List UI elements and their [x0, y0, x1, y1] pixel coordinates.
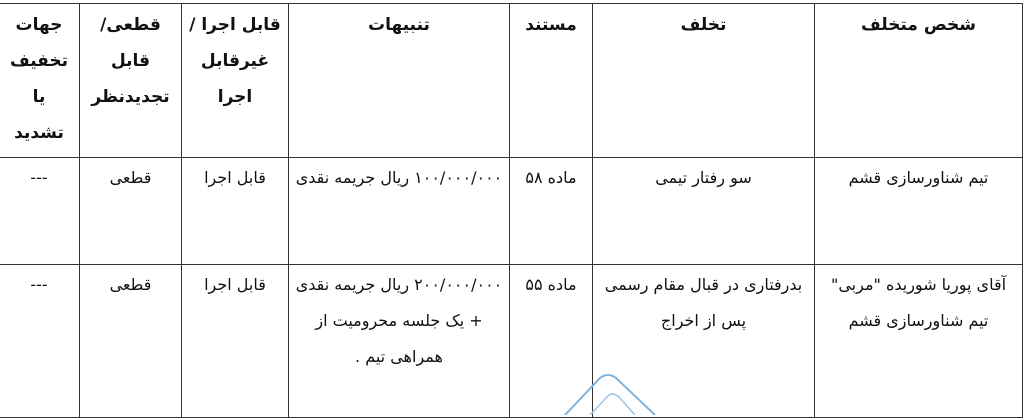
header-penalties: تنبیهات	[288, 3, 510, 158]
cell-penalties: ۱۰۰/۰۰۰/۰۰۰ ریال جریمه نقدی	[288, 157, 510, 265]
cell-violation: بدرفتاری در قبال مقام رسمی پس از اخراج	[592, 264, 815, 418]
header-enforceable: قابل اجرا /غیرقابل اجرا	[181, 3, 289, 158]
header-final: قطعی/قابل تجدیدنظر	[79, 3, 182, 158]
cell-mitigation: ---	[0, 264, 80, 418]
cell-enforceable: قابل اجرا	[181, 264, 289, 418]
cell-offender: تیم شناورسازی قشم	[814, 157, 1023, 265]
penalties-table: شخص متخلف تخلف مستند تنبیهات قابل اجرا /…	[0, 3, 1023, 418]
cell-reference: ماده ۵۸	[509, 157, 593, 265]
header-offender: شخص متخلف	[814, 3, 1023, 158]
cell-reference: ماده ۵۵	[509, 264, 593, 418]
cell-mitigation: ---	[0, 157, 80, 265]
cell-final: قطعی	[79, 157, 182, 265]
cell-penalties: ۲۰۰/۰۰۰/۰۰۰ ریال جریمه نقدی + یک جلسه مح…	[288, 264, 510, 418]
header-row: شخص متخلف تخلف مستند تنبیهات قابل اجرا /…	[0, 3, 1023, 158]
header-reference: مستند	[509, 3, 593, 158]
cell-offender: آقای پوریا شوریده "مربی" تیم شناورسازی ق…	[814, 264, 1023, 418]
cell-violation: سو رفتار تیمی	[592, 157, 815, 265]
header-mitigation: جهات تخفیف یا تشدید	[0, 3, 80, 158]
header-violation: تخلف	[592, 3, 815, 158]
table-row: تیم شناورسازی قشم سو رفتار تیمی ماده ۵۸ …	[0, 157, 1023, 265]
cell-enforceable: قابل اجرا	[181, 157, 289, 265]
stamp-icon	[564, 374, 656, 415]
table-row: آقای پوریا شوریده "مربی" تیم شناورسازی ق…	[0, 264, 1023, 418]
cell-final: قطعی	[79, 264, 182, 418]
